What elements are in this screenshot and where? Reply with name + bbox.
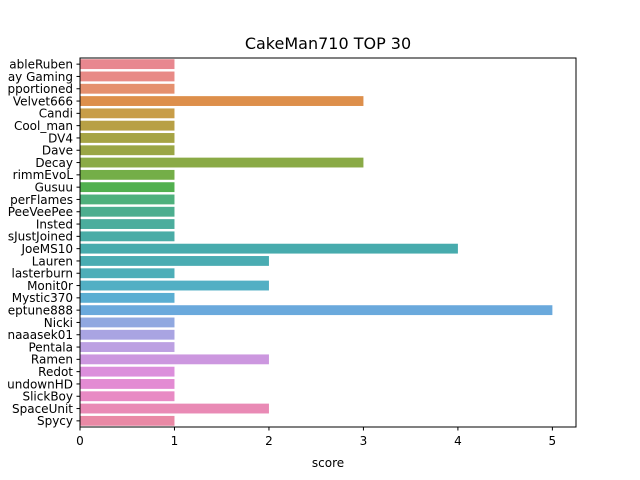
bar-PeeVeePee: [80, 206, 175, 217]
plot-frame: [79, 57, 577, 428]
y-tick-label: PeeVeePee: [8, 205, 73, 219]
bar-Mystic370: [80, 292, 175, 303]
y-tick-label: Spycy: [37, 414, 73, 428]
bar-Lauren: [80, 256, 269, 266]
bar-sJustJoined: [80, 231, 175, 242]
y-tick-label: eptune888: [8, 303, 73, 317]
x-tick-label: 3: [360, 434, 368, 448]
y-tick-label: Candi: [39, 107, 73, 121]
bar-Insted: [80, 219, 175, 229]
y-tick-label: JoeMS10: [20, 242, 73, 256]
bar-rimmEvoL: [80, 169, 175, 180]
bar-eptune888: [80, 305, 553, 316]
y-tick-label: Nicki: [44, 316, 73, 330]
y-tick-label: ay Gaming: [8, 70, 73, 84]
y-tick-label: Ramen: [31, 353, 73, 367]
bar-Velvet666: [80, 96, 364, 106]
bar-Cool_man: [80, 120, 175, 131]
bar-ay Gaming: [80, 71, 175, 82]
bar-SlickBoy: [80, 391, 175, 402]
bar-ableRuben: [80, 59, 175, 70]
y-tick-label: lasterburn: [11, 267, 73, 281]
x-tick-label: 4: [454, 434, 462, 448]
x-tick-label: 5: [549, 434, 557, 448]
bar-Dave: [80, 145, 175, 156]
y-tick-label: Gusuu: [35, 180, 73, 194]
y-tick-label: rimmEvoL: [13, 168, 74, 182]
x-axis-label: score: [312, 456, 344, 470]
y-tick-label: DV4: [48, 131, 73, 145]
x-tick-label: 2: [265, 434, 273, 448]
bar-Redot: [80, 366, 175, 377]
y-tick-label: Decay: [35, 156, 73, 170]
y-tick-label: Monit0r: [27, 279, 73, 293]
bar-perFlames: [80, 194, 175, 205]
x-tick-label: 1: [171, 434, 179, 448]
bar-naaasek01: [80, 329, 175, 340]
x-tick-label: 0: [76, 434, 84, 448]
bar-lasterburn: [80, 268, 175, 279]
y-tick-label: Dave: [42, 144, 73, 158]
chart-title: CakeMan710 TOP 30: [245, 34, 411, 53]
bar-Decay: [80, 157, 364, 168]
y-tick-label: SpaceUnit: [12, 402, 73, 416]
y-tick-label: ableRuben: [9, 57, 73, 71]
x-ticks: 0 1 2 3 4 5: [76, 427, 556, 448]
y-tick-label: Cool_man: [14, 119, 73, 133]
y-tick-label: naaasek01: [7, 328, 73, 342]
y-tick-label: SlickBoy: [22, 390, 73, 404]
y-tick-label: Pentala: [28, 340, 73, 354]
y-tick-label: perFlames: [10, 193, 73, 207]
bar-Gusuu: [80, 182, 175, 193]
y-tick-label: Mystic370: [12, 291, 73, 305]
y-tick-label: sJustJoined: [8, 230, 73, 244]
bar-DV4: [80, 133, 175, 143]
bar-Spycy: [80, 415, 175, 426]
y-tick-label: Insted: [36, 217, 73, 231]
bar-Nicki: [80, 317, 175, 328]
y-tick-label: undownHD: [7, 377, 73, 391]
bar-Pentala: [80, 342, 175, 352]
bars-group: [80, 59, 553, 426]
y-tick-label: Velvet666: [13, 94, 73, 108]
bar-JoeMS10: [80, 243, 458, 254]
bar-undownHD: [80, 379, 175, 389]
bar-Candi: [80, 108, 175, 119]
bar-SpaceUnit: [80, 403, 269, 414]
bar-Monit0r: [80, 280, 269, 291]
y-tick-label: Lauren: [32, 254, 73, 268]
y-tick-label: Redot: [38, 365, 73, 379]
bar-Ramen: [80, 354, 269, 365]
y-tick-label: pportioned: [8, 82, 74, 96]
bar-pportioned: [80, 83, 175, 94]
